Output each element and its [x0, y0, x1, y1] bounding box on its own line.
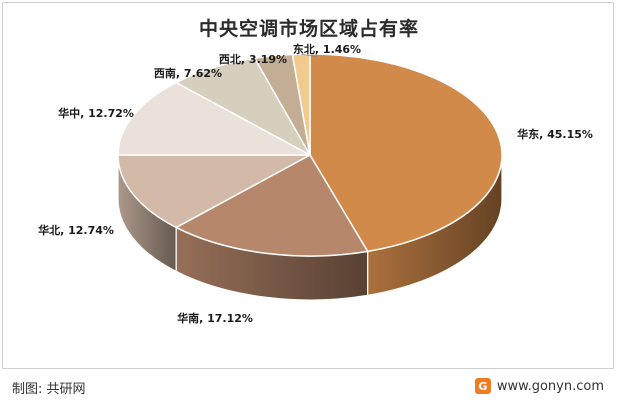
pie-slice-华东[interactable]: [309, 53, 503, 253]
pie-labels: 华东, 45.15% 华南, 17.12% 华北, 12.74% 华中, 12.72%…: [38, 42, 593, 325]
watermark[interactable]: G www.gonyn.com: [474, 378, 604, 394]
leader-line-东北: [301, 53, 319, 58]
pie-tops: [117, 53, 503, 257]
data-label-华东: 华东, 45.15%: [517, 127, 593, 141]
pie-slice-华北[interactable]: [117, 154, 311, 229]
data-label-华中: 华中, 12.72%: [58, 106, 134, 120]
data-label-东北: 东北, 1.46%: [293, 42, 361, 56]
data-label-西北: 西北, 3.19%: [219, 52, 287, 66]
pie-slice-华中[interactable]: [117, 81, 311, 156]
data-label-华北: 华北, 12.74%: [38, 223, 114, 237]
watermark-url: www.gonyn.com: [496, 378, 604, 394]
source-credit: 制图: 共研网: [12, 382, 86, 397]
gonyn-logo-icon: G: [474, 378, 491, 394]
pie-slice-华南[interactable]: [175, 154, 369, 257]
chart-title: 中央空调市场区域占有率: [198, 18, 419, 40]
data-label-西南: 西南, 7.62%: [154, 66, 222, 80]
data-label-华南: 华南, 17.12%: [177, 311, 253, 325]
